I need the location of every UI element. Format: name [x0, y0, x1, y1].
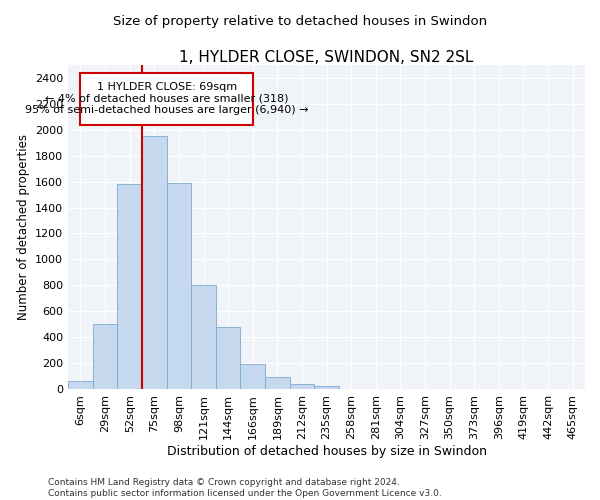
X-axis label: Distribution of detached houses by size in Swindon: Distribution of detached houses by size …: [167, 444, 487, 458]
Y-axis label: Number of detached properties: Number of detached properties: [17, 134, 29, 320]
Bar: [68, 381, 93, 389]
Bar: [142, 136, 167, 389]
Bar: [265, 378, 290, 389]
Bar: [93, 324, 118, 389]
Text: 1 HYLDER CLOSE: 69sqm
← 4% of detached houses are smaller (318)
95% of semi-deta: 1 HYLDER CLOSE: 69sqm ← 4% of detached h…: [25, 82, 308, 116]
FancyBboxPatch shape: [80, 73, 253, 124]
Title: 1, HYLDER CLOSE, SWINDON, SN2 2SL: 1, HYLDER CLOSE, SWINDON, SN2 2SL: [179, 50, 474, 65]
Bar: [216, 328, 241, 389]
Text: Size of property relative to detached houses in Swindon: Size of property relative to detached ho…: [113, 14, 487, 28]
Bar: [167, 183, 191, 389]
Text: Contains HM Land Registry data © Crown copyright and database right 2024.
Contai: Contains HM Land Registry data © Crown c…: [48, 478, 442, 498]
Bar: [191, 286, 216, 389]
Bar: [118, 184, 142, 389]
Bar: [290, 384, 314, 389]
Bar: [314, 386, 339, 389]
Bar: [241, 364, 265, 389]
